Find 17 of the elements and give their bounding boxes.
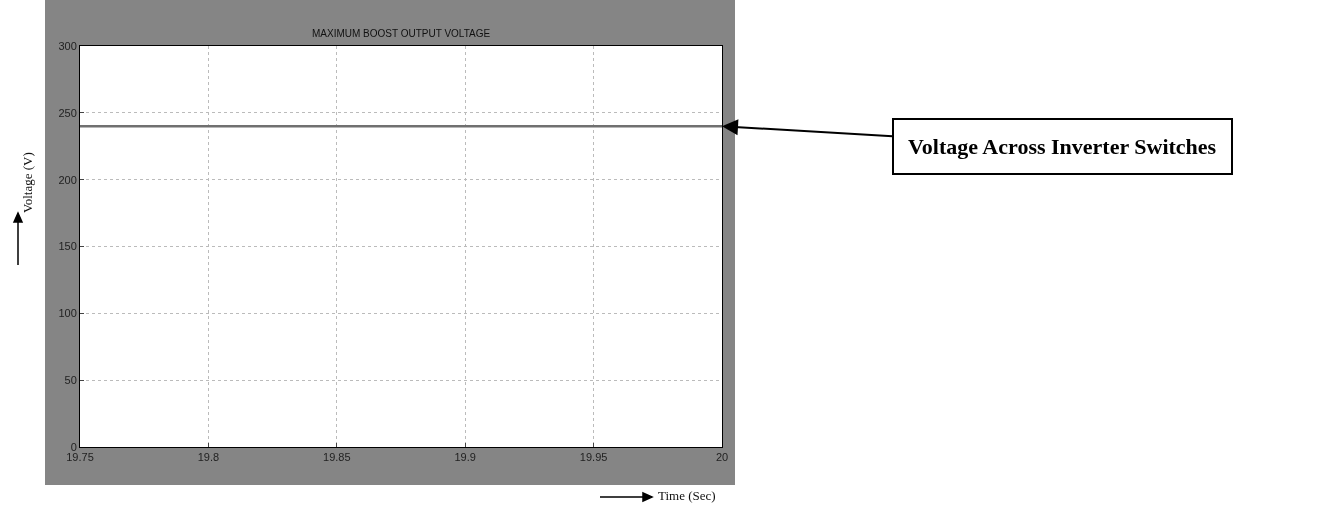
x-tick-label: 19.75 [66, 451, 94, 464]
y-tick-label: 200 [58, 173, 77, 186]
y-tick-label: 150 [58, 240, 77, 253]
y-tick-label: 300 [58, 39, 77, 52]
x-tick-label: 19.85 [323, 451, 351, 464]
y-tick-label: 100 [58, 307, 77, 320]
x-tick-label: 19.9 [454, 451, 476, 464]
y-tick-label: 250 [58, 106, 77, 119]
y-tick-label: 50 [64, 374, 77, 387]
x-axis-title: Time (Sec) [658, 488, 716, 503]
x-tick-label: 19.95 [579, 451, 608, 464]
y-tick-label: 0 [70, 440, 77, 453]
x-tick-label: 19.8 [197, 451, 220, 464]
chart-title: MAXIMUM BOOST OUTPUT VOLTAGE [312, 28, 491, 39]
y-axis-title: Voltage (V) [20, 152, 35, 213]
x-tick-label: 20 [715, 451, 729, 464]
annotation: Voltage Across Inverter Switches [908, 134, 1217, 159]
